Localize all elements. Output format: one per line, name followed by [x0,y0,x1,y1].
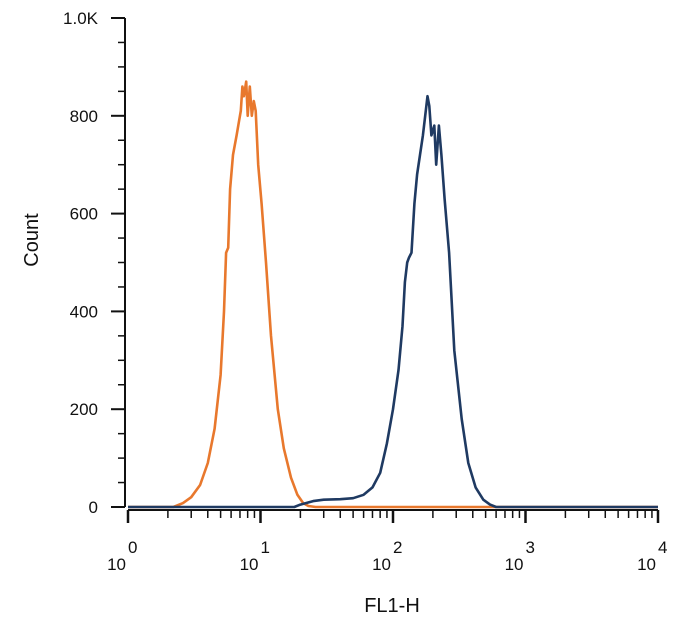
y-axis: 0 200 400 600 800 1.0K [63,9,126,517]
y-tick-label: 200 [70,400,98,419]
x-axis-title: FL1-H [364,595,420,617]
y-tick-label: 0 [89,498,98,517]
x-tick-exponent: 2 [393,538,402,557]
y-tick-label: 1.0K [63,9,99,28]
x-tick-exponent: 4 [658,538,667,557]
series-layer [128,80,658,509]
series-line-1 [128,80,658,509]
series-line-2 [128,94,658,509]
y-tick-label: 600 [70,205,98,224]
x-tick-label: 10 [372,555,391,574]
x-tick-exponent: 0 [128,538,137,557]
y-tick-label: 800 [70,107,98,126]
x-tick-label: 10 [240,555,259,574]
x-tick-exponent: 3 [526,538,535,557]
y-tick-label: 400 [70,302,98,321]
x-tick-exponent: 1 [261,538,270,557]
x-tick-label: 10 [637,555,656,574]
x-tick-label: 10 [107,555,126,574]
x-tick-label: 10 [505,555,524,574]
y-axis-title: Count [21,213,43,267]
